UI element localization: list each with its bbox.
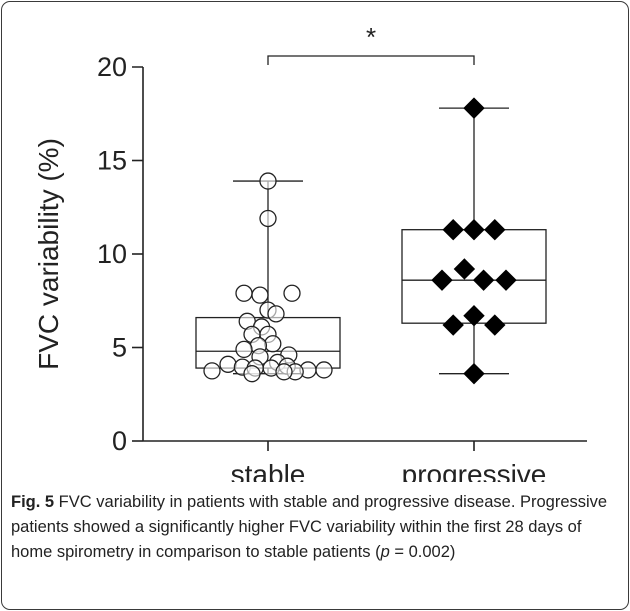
data-point-circle	[264, 335, 282, 353]
y-axis-label: FVC variability (%)	[33, 138, 64, 370]
data-point-circle	[219, 355, 237, 373]
figure-label: Fig. 5	[11, 493, 55, 511]
data-point-diamond	[453, 258, 476, 280]
data-point-circle	[259, 172, 277, 190]
data-point-circle	[203, 362, 221, 380]
data-point-circle	[235, 340, 253, 359]
data-point-circle	[251, 286, 269, 304]
data-point-diamond	[431, 269, 453, 291]
data-point-diamond	[472, 269, 495, 291]
y-tick-label: 5	[112, 333, 127, 363]
data-point-circle	[315, 361, 333, 379]
data-point-circle	[267, 305, 285, 323]
data-point-diamond	[484, 314, 506, 336]
y-tick-label: 20	[97, 52, 127, 82]
data-point-circle	[259, 209, 277, 228]
data-point-diamond	[484, 218, 506, 241]
data-point-diamond	[463, 305, 485, 327]
data-point-diamond	[463, 97, 485, 119]
data-point-circle	[283, 284, 301, 302]
x-tick-label: stable	[231, 459, 306, 482]
data-point-diamond	[463, 362, 485, 385]
box-plot-chart: 0 5 10 15 20 FVC variability (%) stable progres…	[33, 22, 587, 482]
significance-bracket	[267, 55, 475, 65]
p-value-symbol: p	[380, 543, 390, 561]
x-tick-label: progressive	[402, 459, 547, 482]
caption-p-value: = 0.002)	[389, 543, 456, 561]
data-point-diamond	[495, 269, 517, 291]
data-point-diamond	[442, 314, 464, 336]
y-tick-label: 0	[112, 426, 127, 456]
caption-text: FVC variability in patients with stable …	[11, 493, 608, 561]
data-point-diamond	[463, 218, 485, 241]
data-point-circle	[275, 363, 293, 381]
data-point-diamond	[442, 218, 464, 241]
significance-star: *	[366, 22, 376, 52]
figure-caption: Fig. 5 FVC variability in patients with …	[11, 490, 623, 565]
data-point-circle	[243, 365, 261, 383]
y-tick-label: 15	[97, 146, 127, 176]
data-point-circle	[235, 284, 253, 302]
y-tick-label: 10	[97, 239, 127, 269]
